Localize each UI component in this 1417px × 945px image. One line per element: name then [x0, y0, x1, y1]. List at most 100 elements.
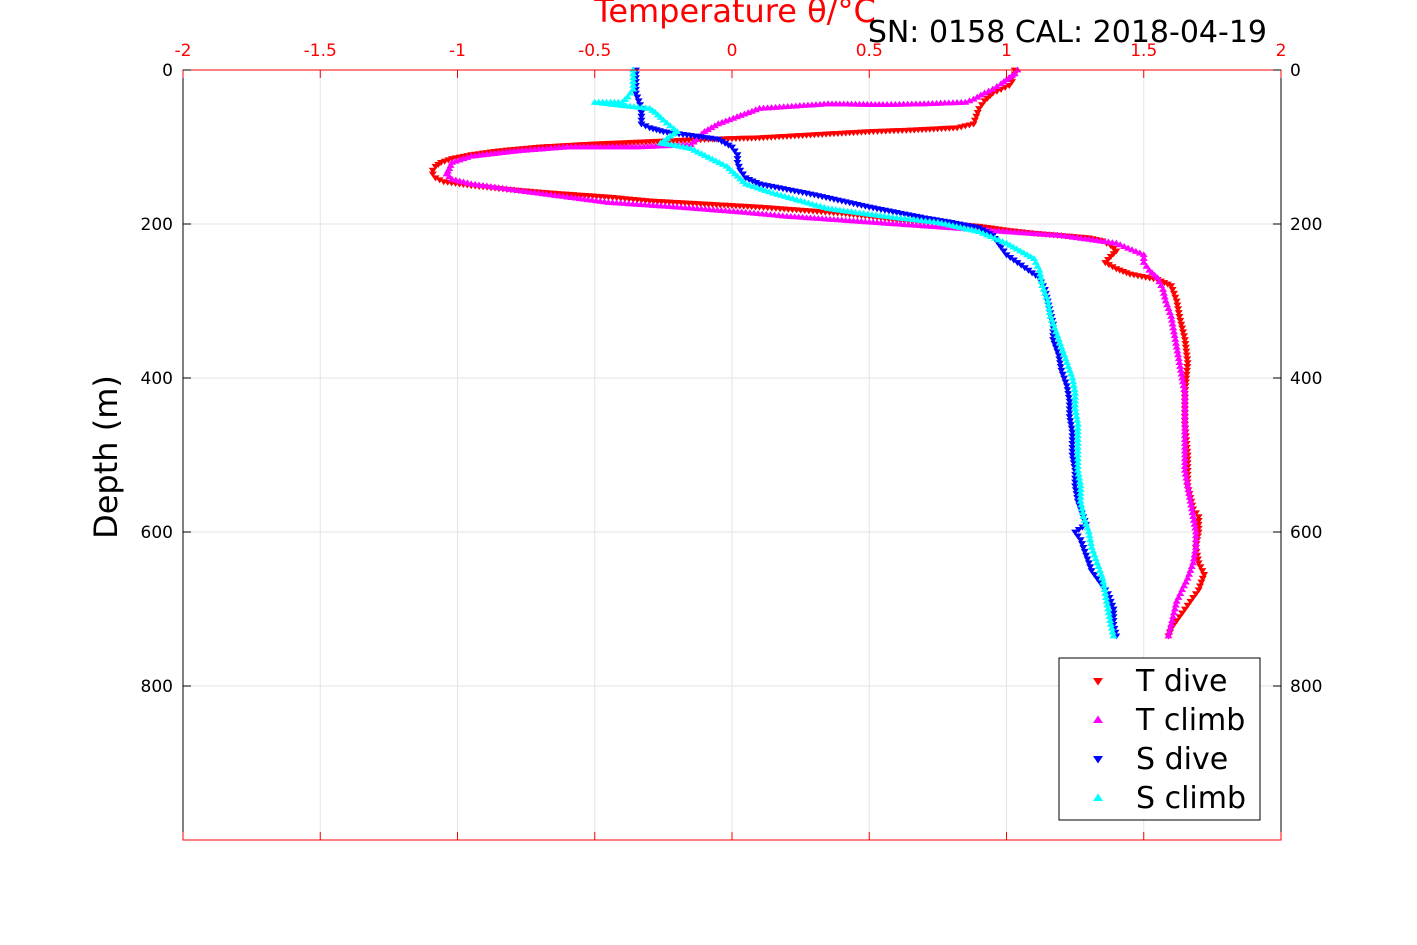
x-tick-label: -1: [449, 41, 466, 61]
legend-items: T dive T climb S dive S climb: [1093, 664, 1246, 816]
data-point: [1172, 343, 1181, 350]
data-point: [1169, 328, 1178, 335]
data-point: [1076, 497, 1085, 504]
data-point: [1181, 470, 1190, 477]
data-point: [1037, 278, 1046, 285]
x-tick-label: 1.5: [1130, 41, 1157, 61]
data-point: [1067, 370, 1076, 377]
data-point: [629, 81, 638, 88]
data-point: [1065, 406, 1074, 413]
data-point: [1181, 344, 1190, 351]
data-point: [1043, 297, 1052, 304]
data-point: [1178, 378, 1187, 385]
data-point: [1169, 290, 1178, 297]
data-point: [700, 128, 709, 134]
x-tick-label: -1.5: [304, 41, 337, 61]
data-point: [1180, 389, 1189, 396]
data-point: [1180, 333, 1189, 340]
data-point: [1109, 632, 1118, 639]
data-point: [1067, 425, 1076, 432]
data-point: [1191, 528, 1200, 535]
data-point: [1196, 564, 1205, 571]
data-point: [1083, 556, 1092, 563]
data-point: [1088, 547, 1097, 554]
data-point: [1062, 383, 1071, 390]
data-point: [1108, 628, 1117, 635]
data-point: [714, 136, 723, 143]
data-point: [1076, 486, 1085, 493]
data-point: [1039, 285, 1048, 292]
data-point: [1176, 366, 1185, 373]
data-point: [1104, 605, 1113, 612]
data-point: [717, 138, 726, 145]
data-point: [1073, 533, 1082, 540]
data-point: [1056, 364, 1065, 371]
data-point: [1071, 401, 1080, 408]
data-point: [976, 91, 985, 98]
data-point: [724, 142, 733, 149]
data-point: [1172, 339, 1181, 346]
data-point: [633, 94, 642, 101]
data-point: [1108, 264, 1117, 271]
data-point: [1073, 424, 1082, 431]
data-point: [1069, 460, 1078, 467]
data-point: [752, 180, 761, 187]
data-point: [1183, 356, 1192, 363]
data-point: [1076, 493, 1085, 500]
data-point: [1139, 258, 1148, 265]
y-tick-label-right: 400: [1290, 369, 1322, 389]
data-point: [1108, 602, 1117, 609]
data-point: [1180, 443, 1189, 450]
data-point: [1068, 448, 1077, 455]
data-point: [1062, 359, 1071, 365]
data-point: [1058, 371, 1067, 378]
data-point: [446, 161, 455, 168]
data-point: [1055, 356, 1064, 363]
data-point: [1076, 537, 1085, 544]
data-point: [637, 113, 646, 120]
data-point: [1194, 560, 1203, 567]
data-point: [1075, 474, 1084, 481]
data-point: [710, 122, 719, 129]
data-point: [734, 163, 743, 170]
data-point: [1167, 316, 1176, 323]
data-point: [1172, 618, 1181, 625]
data-point: [1180, 436, 1189, 442]
data-point: [973, 109, 982, 116]
data-point: [980, 98, 989, 105]
data-point: [1180, 439, 1189, 446]
data-point: [1077, 541, 1086, 548]
data-point: [1124, 244, 1133, 251]
data-point: [1072, 491, 1081, 498]
data-point: [1053, 348, 1062, 355]
data-point: [637, 117, 646, 124]
data-point: [1180, 405, 1189, 412]
data-point: [1068, 444, 1077, 451]
data-point: [1082, 520, 1091, 527]
data-point: [1189, 595, 1198, 602]
data-point: [1174, 593, 1183, 600]
data-point: [1177, 321, 1186, 328]
data-point: [1169, 613, 1178, 620]
data-point: [1076, 482, 1085, 489]
data-point: [1086, 564, 1095, 571]
data-point: [1090, 571, 1099, 578]
data-point: [715, 159, 724, 166]
data-point: [980, 89, 989, 96]
data-point: [1164, 632, 1173, 639]
data-point: [1171, 601, 1180, 608]
data-point: [1047, 316, 1056, 323]
data-point: [697, 150, 706, 157]
data-point: [1074, 470, 1083, 477]
data-point: [1071, 483, 1080, 490]
data-point: [428, 167, 437, 174]
data-point: [1072, 412, 1081, 419]
data-point: [1054, 335, 1063, 342]
data-point: [1109, 614, 1118, 621]
data-point: [431, 175, 440, 182]
data-point: [1189, 559, 1198, 566]
chart-subtitle: SN: 0158 CAL: 2018-04-19: [868, 15, 1267, 50]
data-point: [1069, 378, 1078, 385]
data-point: [1169, 324, 1178, 331]
